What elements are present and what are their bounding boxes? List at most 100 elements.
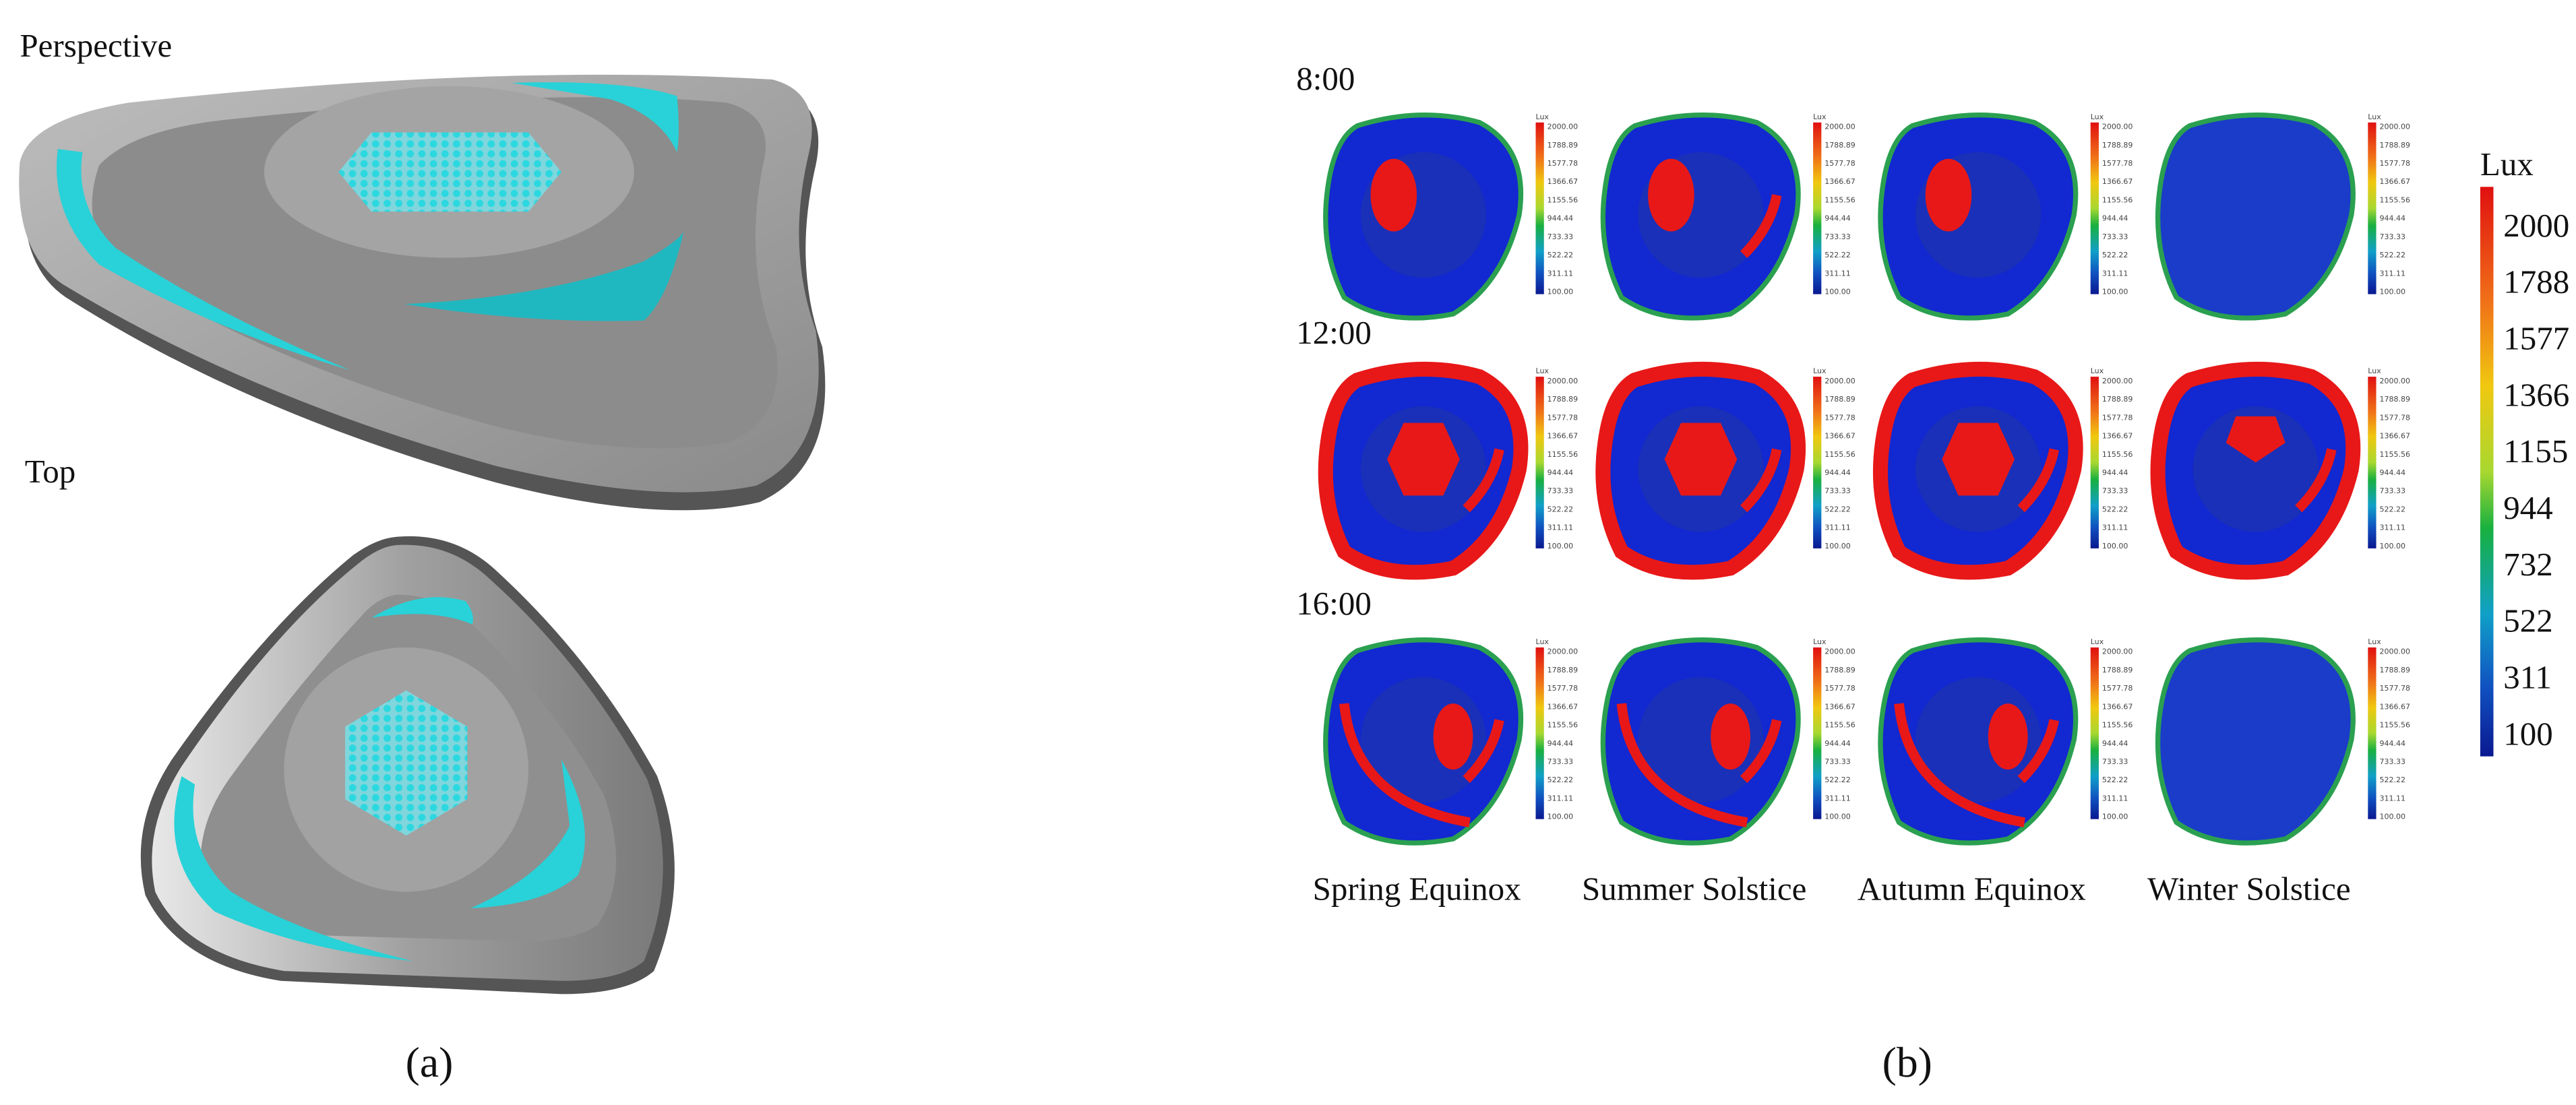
- mini-tick-label: 1155.56: [2102, 721, 2133, 730]
- colorbar: [2480, 187, 2494, 757]
- mini-tick-label: 2000.00: [2379, 377, 2410, 385]
- heatmap: Lux 2000.00 1788.89 1577.78 1366.67 1155.56 94…: [1878, 637, 2133, 846]
- mini-legend: Lux 2000.00 1788.89 1577.78 1366.67 1155.56 94…: [2090, 113, 2133, 296]
- mini-tick-label: 100.00: [2102, 813, 2128, 821]
- mini-tick-label: 311.11: [1547, 269, 1574, 278]
- mini-tick-label: 311.11: [1547, 794, 1574, 802]
- heatmap: Lux 2000.00 1788.89 1577.78 1366.67 1155.56 94…: [2155, 113, 2410, 321]
- mini-tick-label: 100.00: [2379, 542, 2405, 550]
- mini-tick-label: 311.11: [2102, 794, 2128, 802]
- mini-tick-label: 1366.67: [1824, 177, 1856, 186]
- mini-tick-label: 733.33: [1824, 757, 1851, 766]
- mini-tick-label: 2000.00: [2102, 377, 2133, 385]
- season-label: Autumn Equinox: [1858, 871, 2086, 908]
- mini-legend-title: Lux: [2091, 637, 2104, 646]
- mini-colorbar: [1535, 122, 1544, 294]
- heatmap: Lux 2000.00 1788.89 1577.78 1366.67 1155.56 94…: [1600, 113, 1856, 321]
- mini-tick-label: 100.00: [1824, 542, 1851, 550]
- caption-a: (a): [406, 1038, 454, 1086]
- mini-colorbar: [2368, 647, 2376, 819]
- sun-patch: [1370, 158, 1417, 232]
- mini-tick-label: 1155.56: [1547, 450, 1578, 459]
- mini-tick-label: 522.22: [1824, 251, 1851, 259]
- mini-tick-label: 1155.56: [1824, 450, 1856, 459]
- mini-legend-title: Lux: [1536, 637, 1550, 646]
- mini-tick-label: 100.00: [1547, 542, 1574, 550]
- mini-tick-label: 1577.78: [2102, 159, 2133, 168]
- colorbar-tick-label: 732: [2503, 546, 2553, 583]
- mini-tick-label: 733.33: [2102, 486, 2128, 495]
- top-render: [140, 536, 675, 995]
- mini-tick-label: 733.33: [2379, 757, 2405, 766]
- mini-tick-label: 944.44: [1547, 468, 1574, 477]
- mini-tick-label: 1788.89: [1547, 395, 1578, 404]
- mini-tick-label: 311.11: [2379, 794, 2405, 802]
- mini-legend-title: Lux: [2368, 637, 2381, 646]
- sun-band: [1463, 719, 1504, 784]
- mini-tick-label: 944.44: [2102, 468, 2128, 477]
- perspective-render: [19, 74, 826, 511]
- mini-tick-label: 2000.00: [1824, 648, 1856, 656]
- mini-colorbar: [2368, 122, 2376, 294]
- mini-tick-label: 1155.56: [2379, 195, 2410, 204]
- mini-tick-label: 1577.78: [2379, 684, 2410, 693]
- mini-legend-title: Lux: [1813, 367, 1827, 375]
- mini-tick-label: 522.22: [1547, 505, 1574, 513]
- mini-tick-label: 522.22: [2102, 505, 2128, 513]
- mini-legend: Lux 2000.00 1788.89 1577.78 1366.67 1155.56 94…: [2368, 637, 2410, 821]
- mini-tick-label: 944.44: [2379, 214, 2405, 223]
- mini-tick-label: 2000.00: [2379, 123, 2410, 131]
- mini-tick-label: 733.33: [1547, 757, 1574, 766]
- heatmap: Lux 2000.00 1788.89 1577.78 1366.67 1155.56 94…: [1872, 361, 2133, 580]
- heatmap-grid: Lux 2000.00 1788.89 1577.78 1366.67 1155.56 94…: [1318, 113, 2410, 846]
- mini-colorbar: [2090, 122, 2099, 294]
- colorbar-tick-label: 2000: [2503, 207, 2569, 244]
- heatmap: Lux 2000.00 1788.89 1577.78 1366.67 1155.56 94…: [2150, 361, 2410, 580]
- heatmap: Lux 2000.00 1788.89 1577.78 1366.67 1155.56 94…: [1878, 113, 2133, 321]
- sun-patch: [1433, 703, 1473, 770]
- sun-band: [2017, 719, 2060, 784]
- mini-tick-label: 1577.78: [2102, 684, 2133, 693]
- mini-tick-label: 1366.67: [1824, 432, 1856, 441]
- time-label: 8:00: [1296, 60, 1355, 97]
- mini-legend: Lux 2000.00 1788.89 1577.78 1366.67 1155.56 94…: [1535, 113, 1578, 296]
- mini-tick-label: 311.11: [1824, 269, 1851, 278]
- mini-tick-label: 100.00: [2102, 288, 2128, 296]
- mini-tick-label: 1788.89: [2102, 141, 2133, 150]
- mini-tick-label: 1155.56: [2379, 721, 2410, 730]
- floor: [2155, 637, 2356, 846]
- mini-tick-label: 2000.00: [1547, 648, 1578, 656]
- mini-tick-label: 944.44: [2379, 468, 2405, 477]
- mini-legend-title: Lux: [1536, 367, 1550, 375]
- mini-tick-label: 2000.00: [2102, 648, 2133, 656]
- mini-tick-label: 733.33: [1824, 486, 1851, 495]
- colorbar-tick-label: 1788: [2503, 263, 2569, 301]
- mini-legend: Lux 2000.00 1788.89 1577.78 1366.67 1155.56 94…: [1813, 637, 1856, 821]
- mini-tick-label: 100.00: [1824, 813, 1851, 821]
- mini-colorbar: [1813, 377, 1822, 548]
- mini-tick-label: 1788.89: [2379, 395, 2410, 404]
- mini-tick-label: 100.00: [1824, 288, 1851, 296]
- mini-tick-label: 1366.67: [1547, 702, 1578, 711]
- floor: [2155, 113, 2356, 321]
- mini-tick-label: 944.44: [1547, 214, 1574, 223]
- mini-tick-label: 733.33: [1824, 232, 1851, 241]
- heatmap: Lux 2000.00 1788.89 1577.78 1366.67 1155.56 94…: [1318, 361, 1578, 580]
- heatmap: Lux 2000.00 1788.89 1577.78 1366.67 1155.56 94…: [1323, 637, 1578, 846]
- heatmap: Lux 2000.00 1788.89 1577.78 1366.67 1155.56 94…: [2155, 637, 2410, 846]
- mini-tick-label: 1577.78: [1824, 413, 1856, 422]
- mini-tick-label: 733.33: [1547, 232, 1574, 241]
- mini-tick-label: 311.11: [2379, 269, 2405, 278]
- sun-patch: [1988, 703, 2028, 770]
- mini-tick-label: 1577.78: [1824, 684, 1856, 693]
- mini-legend: Lux 2000.00 1788.89 1577.78 1366.67 1155.56 94…: [2090, 367, 2133, 550]
- mini-tick-label: 1577.78: [2102, 413, 2133, 422]
- mini-tick-label: 2000.00: [2379, 648, 2410, 656]
- mini-tick-label: 100.00: [1547, 288, 1574, 296]
- mini-tick-label: 1788.89: [1547, 666, 1578, 674]
- sun-patch: [1942, 422, 2015, 496]
- mini-tick-label: 733.33: [2102, 232, 2128, 241]
- sun-patch: [1387, 422, 1460, 496]
- mini-tick-label: 733.33: [2379, 486, 2405, 495]
